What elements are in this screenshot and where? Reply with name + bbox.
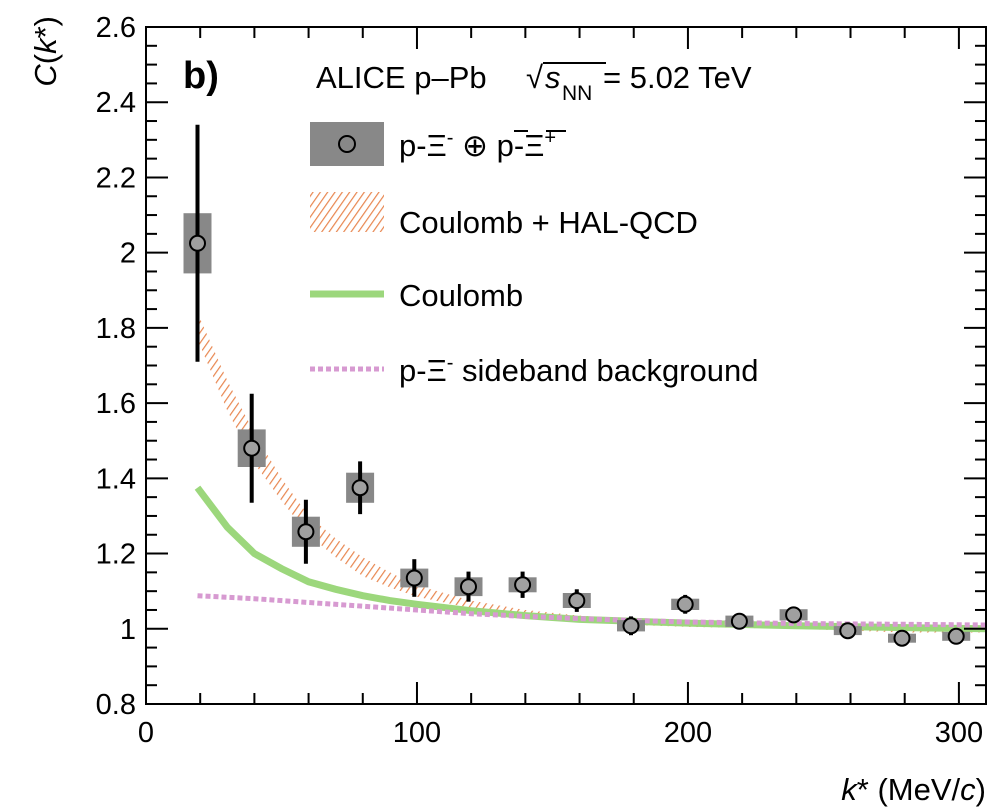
axis-ticks: 0 100 200 300 0.8 1 1.2 1.4 1.6 1.8 2 2.2 2.4 2.6 xyxy=(96,12,986,749)
x-tick-label: 100 xyxy=(393,717,441,749)
y-axis-title: C(k*) xyxy=(28,16,63,87)
coulomb-line xyxy=(194,485,987,633)
y-tick-label: 2 xyxy=(120,238,136,270)
y-tick-label: 2.4 xyxy=(96,87,136,119)
data-point xyxy=(351,479,369,497)
data-point xyxy=(622,617,640,635)
header-suffix: = 5.02 TeV xyxy=(603,60,752,95)
y-tick-label: 2.6 xyxy=(96,12,136,44)
data-point xyxy=(297,523,315,541)
header-sqrt: √ s NN = 5.02 TeV xyxy=(526,60,752,105)
y-tick-label: 1.6 xyxy=(96,388,136,420)
y-tick-label: 1.4 xyxy=(96,463,136,495)
data-point xyxy=(730,612,748,630)
data-point xyxy=(568,592,586,610)
data-point xyxy=(243,439,261,457)
data-point xyxy=(405,569,423,587)
data-point xyxy=(460,578,477,596)
legend-data-label: p-Ξ- ⊕ p-Ξ+ xyxy=(399,127,556,163)
y-tick-label: 0.8 xyxy=(96,689,136,721)
data-point xyxy=(676,595,694,613)
legend: p-Ξ- ⊕ p-Ξ+ Coulomb + HAL-QCD Coulomb p-… xyxy=(310,122,758,388)
legend-sideband-label: p-Ξ- sideband background xyxy=(399,352,758,388)
data-point xyxy=(839,622,857,640)
y-tick-label: 1.2 xyxy=(96,539,136,571)
y-tick-label: 1.8 xyxy=(96,313,136,345)
data-point xyxy=(893,629,911,647)
legend-hal-label: Coulomb + HAL-QCD xyxy=(399,205,698,240)
data-point xyxy=(514,576,532,594)
legend-coulomb-label: Coulomb xyxy=(399,278,523,313)
sqrt-symbol: √ xyxy=(526,60,543,95)
x-tick-label: 200 xyxy=(664,717,712,749)
y-tick-label: 1 xyxy=(120,614,136,646)
y-tick-label: 2.2 xyxy=(96,162,136,194)
legend-item-hal: Coulomb + HAL-QCD xyxy=(310,192,698,240)
data-point xyxy=(189,234,206,252)
header-s: s xyxy=(545,60,561,95)
legend-item-sideband: p-Ξ- sideband background xyxy=(310,352,758,388)
header-prefix: ALICE p–Pb xyxy=(316,60,487,95)
header-s-sub: NN xyxy=(562,82,592,105)
plot-area xyxy=(183,124,987,647)
legend-data-marker xyxy=(338,135,356,153)
x-tick-label: 0 xyxy=(138,717,154,749)
x-axis-title: k* (MeV/c) xyxy=(841,772,986,807)
sideband-line xyxy=(197,593,987,628)
data-point xyxy=(785,606,803,624)
x-tick-label: 300 xyxy=(935,717,983,749)
legend-hal-swatch xyxy=(310,192,384,232)
panel-label: b) xyxy=(183,55,219,97)
legend-item-data: p-Ξ- ⊕ p-Ξ+ xyxy=(310,122,566,166)
legend-item-coulomb: Coulomb xyxy=(310,278,523,313)
data-point xyxy=(947,627,965,645)
chart-header: ALICE p–Pb xyxy=(316,60,487,95)
